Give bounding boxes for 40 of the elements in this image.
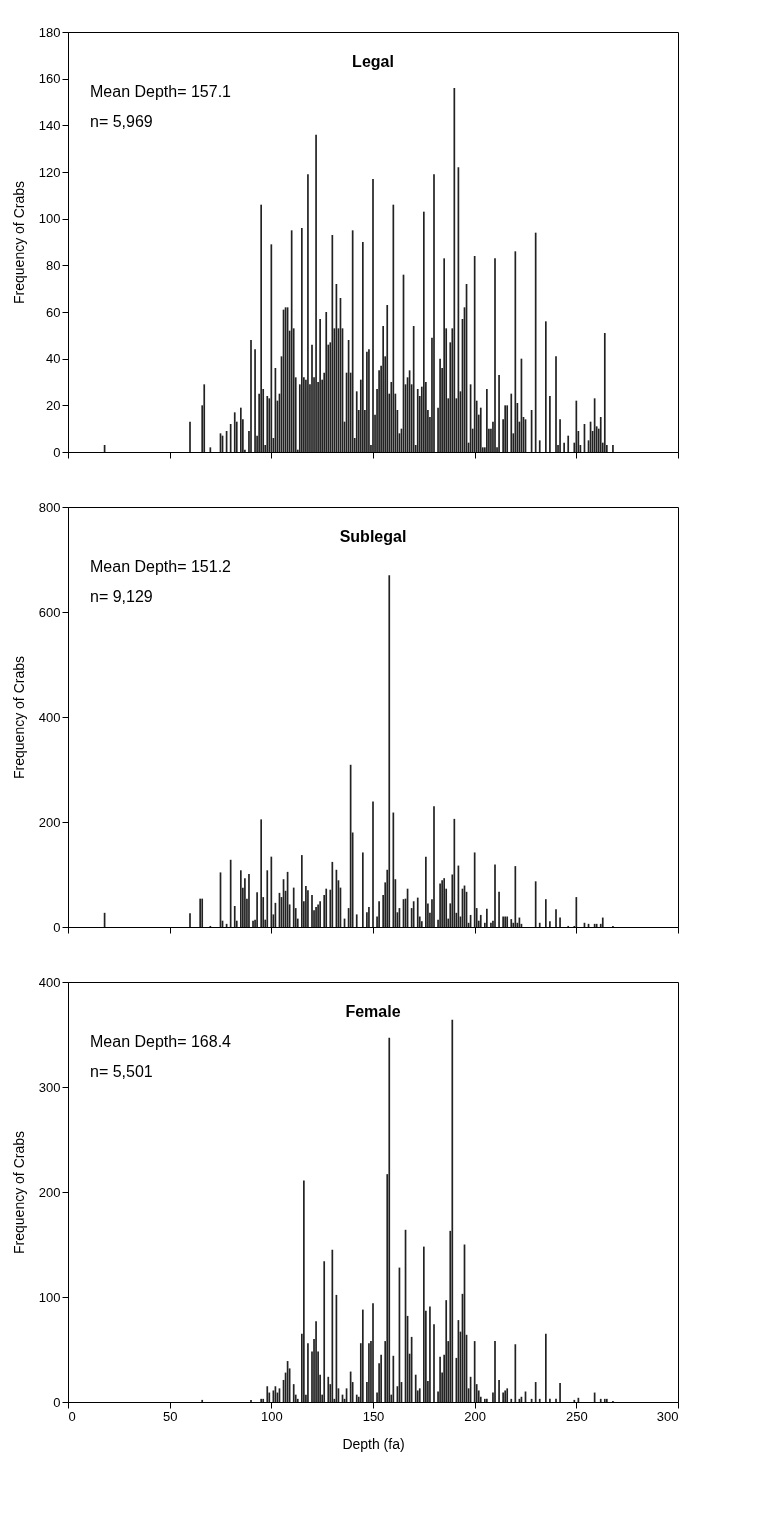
y-tick-label: 100 (38, 211, 61, 227)
text: Legal (352, 53, 394, 70)
x-tick-label: 300 (656, 1408, 679, 1424)
y-tick-label: 20 (46, 397, 61, 413)
y-tick-label: 80 (46, 257, 61, 273)
y-tick-label: 120 (38, 164, 61, 180)
y-tick-label: 180 (38, 24, 61, 40)
y-tick-label: 0 (53, 919, 61, 935)
y-tick-label: 200 (38, 814, 61, 830)
y-tick-label: 400 (38, 709, 61, 725)
x-tick-label: 0 (68, 1408, 76, 1424)
x-tick-label: 100 (260, 1408, 283, 1424)
y-tick-label: 40 (46, 351, 61, 367)
x-axis-title: Depth (fa) (342, 1435, 405, 1452)
y-tick-label: 600 (38, 604, 61, 620)
x-tick-label: 200 (464, 1408, 487, 1424)
annotation: Mean Depth= 168.4 (90, 1033, 232, 1050)
y-tick-label: 300 (38, 1079, 61, 1095)
y-axis-title: Frequency of Crabs (10, 181, 27, 304)
y-tick-label: 0 (53, 444, 61, 460)
y-tick-label: 0 (53, 1394, 61, 1410)
y-axis-title: Frequency of Crabs (10, 656, 27, 779)
y-tick-label: 400 (38, 974, 61, 990)
x-tick-label: 250 (565, 1408, 588, 1424)
annotation: n= 5,501 (90, 1063, 153, 1080)
annotation: n= 5,969 (90, 113, 153, 130)
text: Sublegal (339, 528, 407, 545)
y-tick-label: 100 (38, 1289, 61, 1305)
y-tick-label: 60 (46, 304, 61, 320)
y-tick-label: 800 (38, 499, 61, 515)
y-axis-title: Frequency of Crabs (10, 1131, 27, 1254)
y-tick-label: 160 (38, 71, 61, 87)
x-tick-label: 150 (362, 1408, 385, 1424)
text: Female (345, 1003, 401, 1020)
annotation: Mean Depth= 157.1 (90, 83, 232, 100)
annotation: Mean Depth= 151.2 (90, 558, 232, 575)
x-tick-label: 50 (162, 1408, 178, 1424)
annotation: n= 9,129 (90, 588, 153, 605)
y-tick-label: 200 (38, 1184, 61, 1200)
y-tick-label: 140 (38, 117, 61, 133)
